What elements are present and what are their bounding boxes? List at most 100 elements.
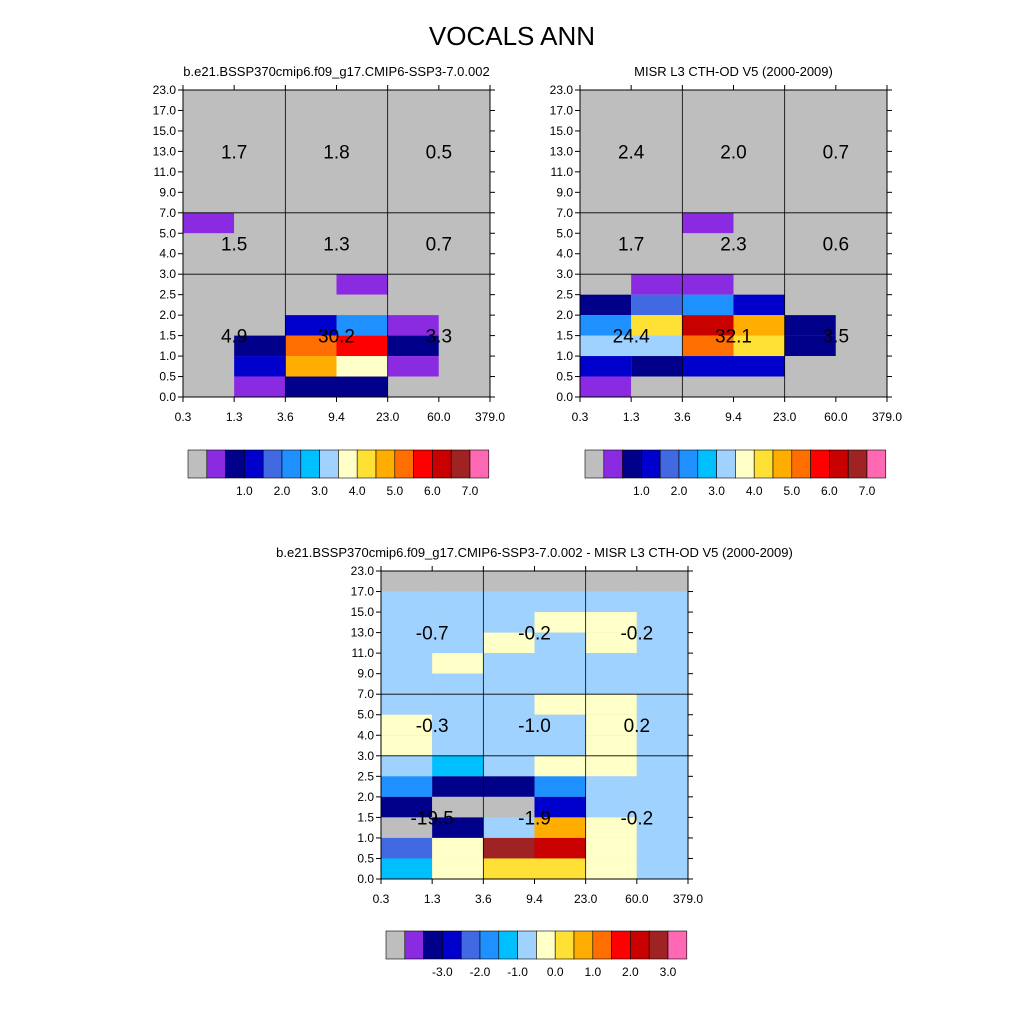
heatmap-cell	[183, 315, 235, 336]
box-value-label: -0.2	[620, 808, 653, 829]
heatmap-cell	[432, 673, 484, 695]
heatmap-cell	[336, 192, 388, 213]
colorbar-label: 3.0	[708, 484, 725, 498]
colorbar-swatch	[735, 449, 755, 479]
colorbar-label: 2.0	[622, 965, 639, 979]
heatmap-cell	[835, 376, 887, 397]
heatmap-cell	[784, 171, 836, 193]
heatmap-cell	[381, 673, 433, 695]
colorbar-swatch	[678, 449, 699, 479]
colorbar-swatch	[423, 930, 443, 960]
colorbar-swatch	[810, 449, 830, 479]
heatmap-cell	[438, 335, 490, 357]
heatmap-cell	[183, 130, 235, 152]
heatmap-cell	[534, 694, 586, 715]
heatmap-cell	[682, 356, 734, 377]
colorbar-label: 1.0	[633, 484, 650, 498]
colorbar-label: 2.0	[274, 484, 291, 498]
heatmap-cell	[631, 130, 683, 152]
heatmap-cell	[585, 591, 637, 613]
figure-title: VOCALS ANN	[429, 21, 595, 51]
heatmap-cell	[285, 294, 337, 316]
colorbar-swatch	[753, 449, 774, 479]
heatmap-cell	[483, 796, 535, 818]
heatmap-cell	[483, 673, 535, 695]
x-tick-label: 0.3	[373, 892, 390, 906]
heatmap-cell	[183, 212, 235, 234]
heatmap-cell	[733, 90, 785, 111]
colorbar-swatch	[716, 449, 736, 479]
heatmap-cell	[381, 735, 433, 756]
heatmap-cell	[336, 356, 388, 377]
heatmap-cell	[183, 335, 235, 357]
panel-1: 0.3 1.3 3.6 9.4 23.0 60.0 379.0 0.0 0.5 1.0 1.5 2.0…	[153, 64, 506, 498]
heatmap-cell	[381, 694, 433, 715]
y-tick-label: 0.0	[159, 390, 176, 404]
heatmap-cell	[285, 171, 337, 193]
x-tick-label: 3.6	[674, 410, 691, 424]
heatmap-cell	[534, 837, 586, 859]
heatmap-cell	[381, 632, 433, 654]
colorbar-label: 1.0	[236, 484, 253, 498]
y-tick-label: 17.0	[351, 585, 375, 599]
heatmap-cell	[585, 653, 637, 674]
heatmap-cell	[438, 212, 490, 234]
heatmap-cell	[580, 233, 632, 254]
y-tick-label: 1.5	[556, 329, 573, 343]
y-tick-label: 5.0	[357, 708, 374, 722]
x-tick-label: 379.0	[475, 410, 505, 424]
heatmap-cell	[733, 192, 785, 213]
heatmap-cell	[631, 315, 683, 336]
colorbar-swatch	[281, 449, 302, 479]
heatmap-cell	[387, 90, 439, 111]
heatmap-cell	[784, 274, 836, 295]
heatmap-cell	[483, 694, 535, 715]
heatmap-cell	[784, 212, 836, 234]
colorbar-swatch	[442, 930, 462, 960]
heatmap-cell	[483, 714, 535, 736]
heatmap-cell	[483, 632, 535, 654]
colorbar-swatch	[791, 449, 811, 479]
colorbar-swatch	[659, 449, 680, 479]
heatmap-cell	[733, 151, 785, 172]
box-value-label: 2.4	[618, 142, 645, 163]
heatmap-cell	[682, 151, 734, 172]
y-tick-label: 2.0	[159, 308, 176, 322]
colorbar-swatch	[641, 449, 661, 479]
y-tick-label: 3.0	[159, 267, 176, 281]
heatmap-cell	[784, 253, 836, 275]
heatmap-cell	[285, 151, 337, 172]
panel-title: b.e21.BSSP370cmip6.f09_g17.CMIP6-SSP3-7.…	[276, 545, 793, 560]
colorbar-swatch	[385, 930, 406, 960]
y-tick-label: 9.0	[357, 667, 374, 681]
heatmap-cell	[534, 817, 586, 838]
heatmap-cell	[534, 755, 586, 777]
colorbar-swatch	[866, 449, 887, 479]
heatmap-cell	[733, 130, 785, 152]
y-tick-label: 23.0	[153, 83, 177, 97]
heatmap-cell	[381, 653, 433, 674]
heatmap-cell	[636, 735, 688, 756]
colorbar-swatch	[319, 449, 339, 479]
y-tick-label: 15.0	[153, 124, 177, 138]
heatmap-cell	[733, 233, 785, 254]
x-tick-label: 9.4	[328, 410, 345, 424]
heatmap-cell	[336, 274, 388, 295]
y-tick-label: 17.0	[550, 103, 574, 117]
colorbar-swatch	[630, 930, 650, 960]
colorbar-swatch	[772, 449, 793, 479]
colorbar-swatch	[206, 449, 226, 479]
heatmap-cell	[432, 591, 484, 613]
y-tick-label: 0.0	[556, 390, 573, 404]
colorbar-label: 7.0	[859, 484, 876, 498]
heatmap-cell	[285, 335, 337, 357]
colorbar-swatch	[413, 449, 433, 479]
colorbar-swatch	[469, 449, 490, 479]
x-tick-label: 60.0	[427, 410, 451, 424]
heatmap-cell	[234, 315, 286, 336]
box-value-label: 1.5	[221, 235, 247, 256]
heatmap-cell	[285, 130, 337, 152]
heatmap-cell	[387, 171, 439, 193]
colorbar-swatch	[187, 449, 208, 479]
y-tick-label: 1.5	[357, 810, 374, 824]
